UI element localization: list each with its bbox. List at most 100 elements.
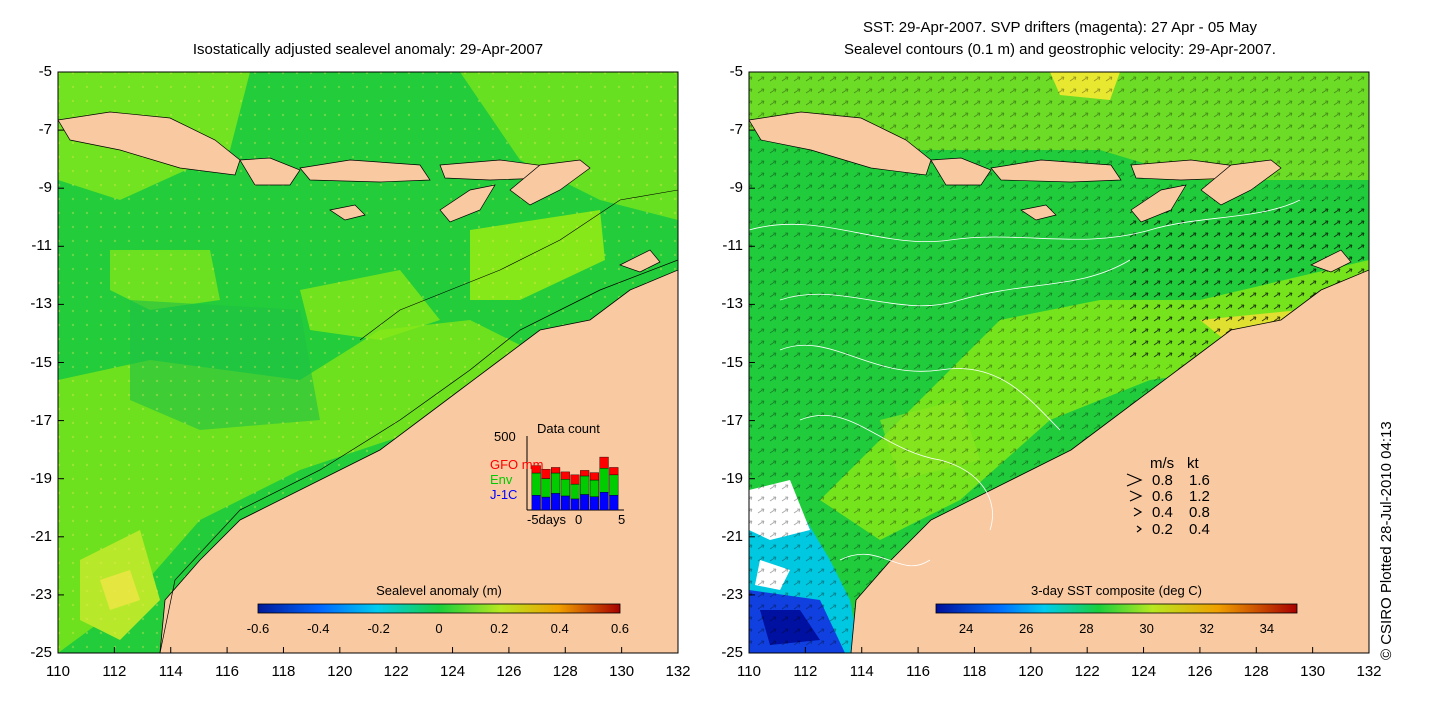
data-count-bar-j1c	[589, 496, 599, 511]
right-x-tick: 122	[1074, 663, 1100, 680]
sla-colorbar	[257, 603, 621, 614]
data-count-bar-j1c	[609, 495, 619, 511]
data-count-bar-env	[531, 472, 541, 496]
right-y-tick: -21	[721, 527, 743, 545]
left-y-tick: -15	[30, 353, 52, 371]
left-y-tick: -19	[30, 469, 52, 487]
sst-colorbar-title: 3-day SST composite (deg C)	[1031, 583, 1202, 598]
right-x-tick: 116	[906, 663, 931, 680]
data-count-bar-gfo	[599, 456, 609, 469]
data-count-bar-j1c	[560, 495, 570, 511]
right-y-tick: -5	[729, 63, 743, 80]
right-y-tick: -11	[722, 237, 743, 255]
velocity-legend-ms-1: 0.8	[1152, 472, 1173, 489]
data-count-bar-gfo	[609, 467, 619, 476]
right-x-tick: 112	[793, 663, 818, 680]
right-panel-title-line1: SST: 29-Apr-2007. SVP drifters (magenta)…	[862, 19, 1258, 36]
data-count-xlabel-start: -5days	[527, 512, 567, 527]
data-count-bar-j1c	[551, 493, 561, 511]
data-count-bar-env	[580, 475, 590, 495]
sst-colorbar	[935, 603, 1298, 614]
right-x-tick: 120	[1018, 663, 1044, 680]
left-x-tick: 130	[609, 663, 635, 680]
velocity-legend-ms-2: 0.6	[1152, 488, 1173, 505]
velocity-legend-kt-4: 0.4	[1189, 521, 1210, 538]
right-x-tick: 114	[849, 663, 874, 680]
data-count-bar-gfo	[531, 465, 541, 474]
velocity-legend-ms-4: 0.2	[1152, 521, 1173, 538]
velocity-legend-kt-3: 0.8	[1189, 504, 1210, 521]
left-y-tick: -7	[38, 121, 52, 139]
left-x-tick: 112	[102, 663, 127, 680]
right-x-tick: 124	[1131, 663, 1157, 680]
velocity-legend-kt-2: 1.2	[1189, 488, 1210, 505]
left-x-tick: 110	[46, 663, 70, 680]
data-count-bar-j1c	[570, 498, 580, 511]
right-y-tick: -23	[721, 585, 743, 603]
data-count-series-gfo: GFO mm	[490, 457, 544, 472]
sla-colorbar-title: Sealevel anomaly (m)	[376, 583, 502, 598]
velocity-legend-ms-3: 0.4	[1152, 504, 1173, 521]
data-count-bar-env	[560, 479, 570, 497]
colorbar-tick-label: -0.4	[307, 621, 330, 636]
right-x-tick: 118	[962, 663, 987, 680]
left-x-tick: 114	[158, 663, 183, 680]
sealevel-anomaly-map	[58, 72, 678, 653]
data-count-inset	[526, 436, 624, 511]
right-x-tick: 130	[1300, 663, 1326, 680]
right-panel-title-line2: Sealevel contours (0.1 m) and geostrophi…	[844, 41, 1276, 58]
data-count-bar-env	[609, 474, 619, 496]
velocity-legend-kt-1: 1.6	[1189, 472, 1210, 489]
data-count-bar-gfo	[570, 474, 580, 485]
data-count-bar-env	[551, 472, 561, 494]
data-count-bar-gfo	[551, 467, 561, 474]
right-x-tick: 110	[737, 663, 761, 680]
right-y-tick: -13	[721, 295, 743, 313]
data-count-bar-j1c	[599, 492, 609, 511]
left-y-tick: -9	[38, 179, 52, 197]
velocity-legend-header-kt: kt	[1187, 455, 1199, 472]
velocity-legend-header-ms: m/s	[1150, 455, 1175, 472]
data-count-bar-env	[589, 479, 599, 497]
left-y-tick: -5	[38, 63, 52, 80]
left-x-tick: 124	[440, 663, 466, 680]
left-x-tick: 126	[496, 663, 522, 680]
data-count-bar-j1c	[531, 495, 541, 511]
right-x-tick: 132	[1356, 663, 1382, 680]
data-count-bar-env	[570, 483, 580, 500]
left-panel-title: Isostatically adjusted sealevel anomaly:…	[192, 41, 544, 58]
data-count-bar-gfo	[589, 472, 599, 481]
right-y-tick: -19	[721, 469, 743, 487]
velocity-legend-arrows	[1126, 473, 1143, 533]
left-y-tick: -11	[31, 237, 52, 255]
left-x-tick: 120	[327, 663, 353, 680]
left-y-tick: -21	[30, 527, 52, 545]
data-count-series-env: Env	[490, 472, 513, 487]
data-count-bar-env	[541, 478, 551, 498]
colorbar-tick-label: 32	[1199, 621, 1214, 636]
left-y-tick: -13	[30, 295, 52, 313]
data-count-xlabel-zero: 0	[575, 512, 583, 527]
colorbar-tick-label: 34	[1259, 621, 1275, 636]
data-count-bar-gfo	[580, 470, 590, 477]
colorbar-tick-label: 0	[435, 621, 443, 636]
data-count-title: Data count	[537, 421, 600, 436]
colorbar-tick-label: 24	[958, 621, 974, 636]
colorbar-tick-label: 0.2	[490, 621, 509, 636]
sst-map	[749, 72, 1369, 653]
data-count-series-j1c: J-1C	[490, 487, 518, 502]
right-y-tick: -25	[721, 644, 743, 661]
left-x-tick: 118	[271, 663, 296, 680]
data-count-ymax: 500	[494, 429, 516, 444]
left-x-tick: 132	[665, 663, 691, 680]
right-y-tick: -17	[721, 411, 743, 429]
left-x-tick: 122	[383, 663, 409, 680]
right-y-tick: -7	[729, 121, 743, 139]
left-x-tick: 116	[215, 663, 240, 680]
colorbar-tick-label: 26	[1019, 621, 1034, 636]
data-count-bar-gfo	[541, 469, 551, 479]
right-y-tick: -15	[721, 353, 743, 371]
left-x-tick: 128	[552, 663, 578, 680]
colorbar-tick-label: -0.6	[246, 621, 270, 636]
